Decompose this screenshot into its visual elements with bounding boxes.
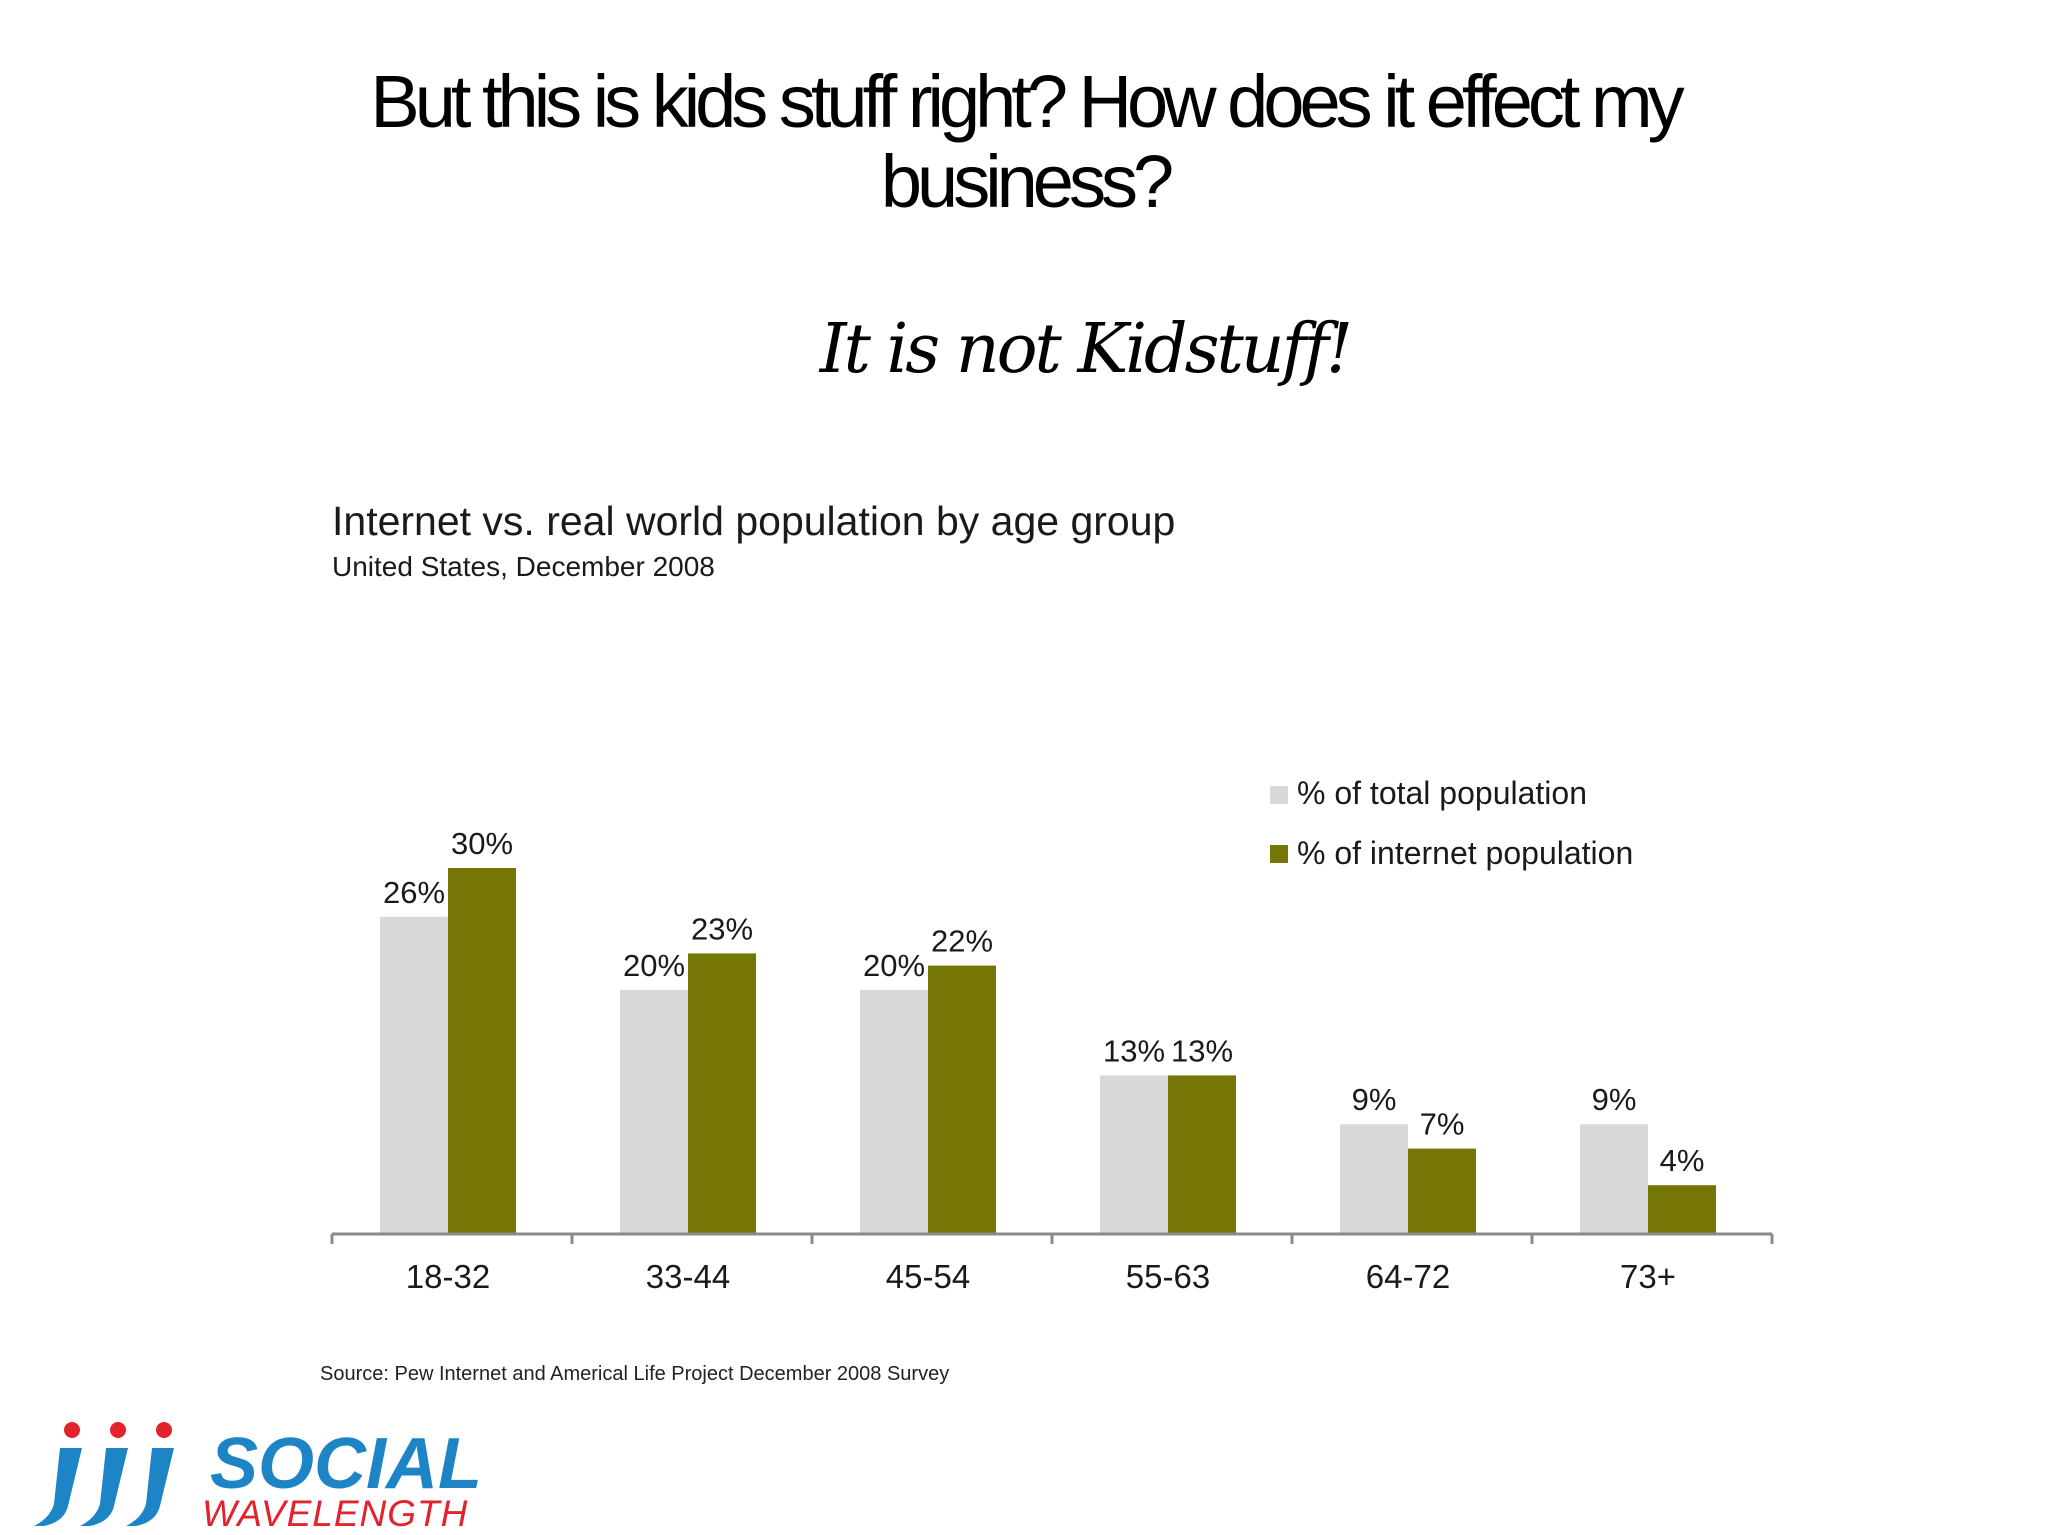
bar-total-45-54 — [860, 990, 928, 1234]
value-label-total-45-54: 20% — [863, 948, 925, 983]
value-label-internet-33-44: 23% — [691, 911, 753, 946]
slide-title: But this is kids stuff right? How does i… — [370, 60, 1684, 223]
category-label-18-32: 18-32 — [406, 1258, 490, 1295]
value-label-total-64-72: 9% — [1352, 1082, 1397, 1117]
bar-chart: Internet vs. real world population by ag… — [320, 498, 1774, 1385]
category-label-45-54: 45-54 — [886, 1258, 970, 1295]
slide-subtitle: It is not Kidstuff! — [819, 310, 1354, 389]
bar-internet-55-63 — [1168, 1075, 1236, 1234]
category-label-73+: 73+ — [1620, 1258, 1676, 1295]
bar-internet-18-32 — [448, 868, 516, 1234]
legend-label-internet: % of internet population — [1297, 835, 1633, 871]
logo-mark-icon — [34, 1422, 174, 1526]
bar-total-73+ — [1580, 1124, 1648, 1234]
legend: % of total population % of internet popu… — [1270, 775, 1633, 871]
value-label-internet-55-63: 13% — [1171, 1033, 1233, 1068]
logo-text-social: SOCIAL — [210, 1424, 482, 1504]
bar-internet-73+ — [1648, 1185, 1716, 1234]
bar-internet-64-72 — [1408, 1148, 1476, 1234]
value-label-internet-64-72: 7% — [1420, 1107, 1465, 1142]
bar-internet-33-44 — [688, 953, 756, 1234]
chart-title: Internet vs. real world population by ag… — [332, 498, 1175, 544]
social-wavelength-logo: SOCIAL WAVELENGTH — [34, 1422, 482, 1533]
bar-total-33-44 — [620, 990, 688, 1234]
value-label-internet-45-54: 22% — [931, 924, 993, 959]
category-label-33-44: 33-44 — [646, 1258, 730, 1295]
category-labels-group: 18-32 33-44 45-54 55-63 64-72 73+ — [406, 1258, 1676, 1295]
bar-total-18-32 — [380, 916, 448, 1234]
bar-total-55-63 — [1100, 1075, 1168, 1234]
value-labels-group: 26%30%20%23%20%22%13% 13%9%7%9%4% — [383, 826, 1704, 1178]
bars-group — [380, 868, 1716, 1234]
chart-subtitle: United States, December 2008 — [332, 551, 715, 582]
category-label-64-72: 64-72 — [1366, 1258, 1450, 1295]
source-note: Source: Pew Internet and Americal Life P… — [320, 1363, 949, 1385]
legend-swatch-total — [1270, 786, 1288, 804]
bar-total-64-72 — [1340, 1124, 1408, 1234]
value-label-internet-18-32: 30% — [451, 826, 513, 861]
value-label-total-18-32: 26% — [383, 875, 445, 910]
legend-label-total: % of total population — [1297, 775, 1587, 811]
x-axis-ticks — [330, 1234, 1774, 1244]
value-label-internet-73+: 4% — [1660, 1143, 1705, 1178]
bar-internet-45-54 — [928, 965, 996, 1234]
logo-text-wavelength: WAVELENGTH — [202, 1493, 468, 1533]
value-label-total-73+: 9% — [1592, 1082, 1637, 1117]
category-label-55-63: 55-63 — [1126, 1258, 1210, 1295]
value-label-total-33-44: 20% — [623, 948, 685, 983]
legend-swatch-internet — [1270, 845, 1288, 863]
value-label-total-55-63: 13% — [1103, 1033, 1165, 1068]
